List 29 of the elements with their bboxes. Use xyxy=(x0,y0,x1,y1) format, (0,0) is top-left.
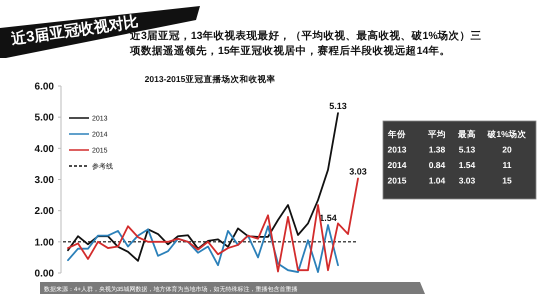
chart-title: 2013-2015亚冠直播场次和收视率 xyxy=(144,74,276,84)
text: 破1%场次 xyxy=(486,129,528,139)
text: 3.03 xyxy=(458,176,476,186)
text: 平均 xyxy=(427,129,446,139)
text: 年份 xyxy=(387,129,407,139)
text: 5.13 xyxy=(458,144,476,154)
text: 1.54 xyxy=(458,160,476,170)
text: 1.04 xyxy=(428,176,446,186)
y-tick-label: 6.00 xyxy=(34,82,54,92)
y-tick-label: 1.00 xyxy=(34,237,54,248)
text: 最高 xyxy=(457,129,476,139)
y-tick-label: 0.00 xyxy=(34,268,54,280)
y-tick-label: 3.00 xyxy=(34,175,54,186)
y-tick-label: 2.00 xyxy=(34,206,54,218)
y-tick-label: 4.00 xyxy=(34,144,54,155)
text: 2013 xyxy=(388,144,407,154)
text: 0.84 xyxy=(428,160,446,170)
text: 2015 xyxy=(388,176,407,186)
line-series xyxy=(67,178,359,272)
data-label: 1.54 xyxy=(319,213,337,224)
text: 1.38 xyxy=(428,144,446,154)
data-label: 5.13 xyxy=(329,101,347,112)
text: 15 xyxy=(502,176,512,186)
data-label: 3.03 xyxy=(349,166,367,177)
line-series xyxy=(67,224,339,273)
y-tick-label: 5.00 xyxy=(34,112,54,124)
text: 20 xyxy=(502,144,512,154)
text: 11 xyxy=(502,160,512,170)
text: 2014 xyxy=(388,160,407,170)
